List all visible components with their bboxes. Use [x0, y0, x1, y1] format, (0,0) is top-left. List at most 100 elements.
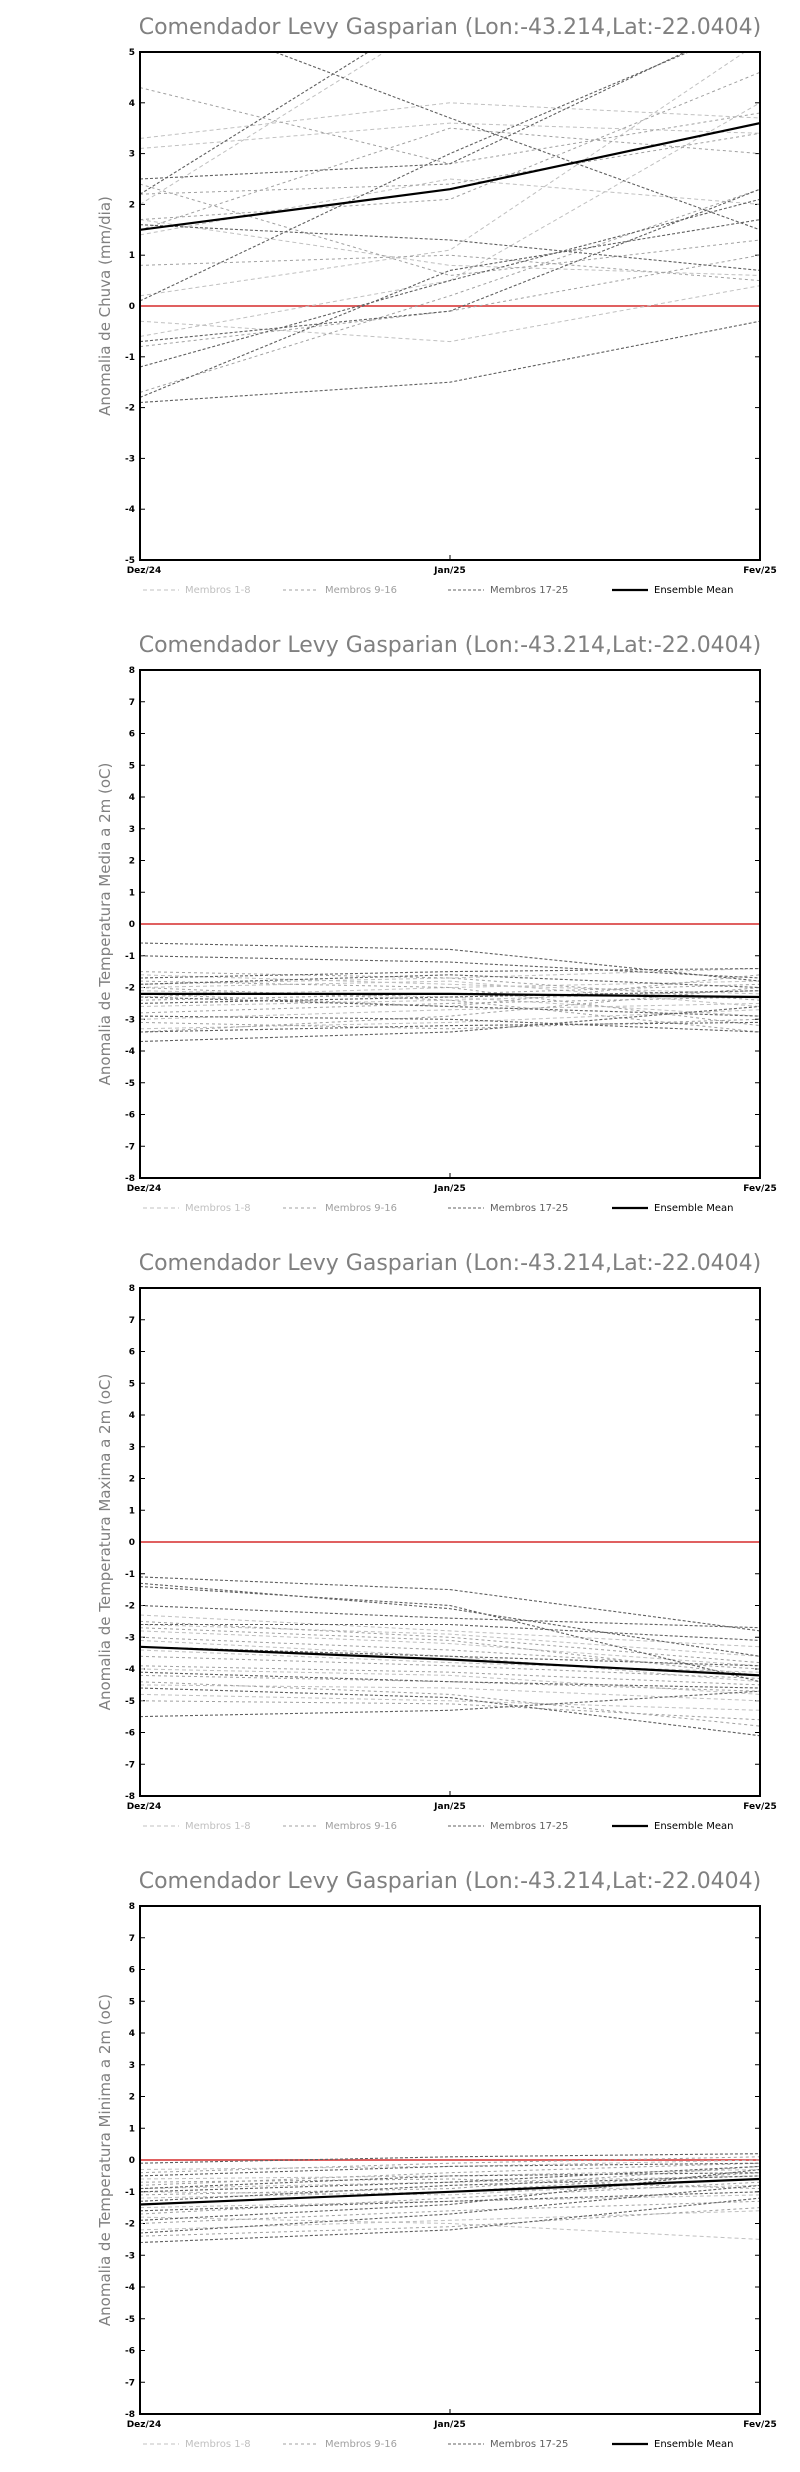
y-tick-label: 7: [129, 698, 135, 708]
y-tick-label: -1: [125, 353, 135, 363]
x-tick-label: Fev/25: [743, 1802, 777, 1812]
y-tick-label: -4: [125, 1665, 135, 1675]
member-series-line: [140, 2172, 760, 2190]
legend-label: Membros 1-8: [185, 585, 251, 596]
y-tick-label: 4: [129, 2029, 135, 2039]
chart-title: Comendador Levy Gasparian (Lon:-43.214,L…: [139, 1251, 762, 1276]
x-tick-label: Dez/24: [127, 566, 162, 576]
y-tick-label: 7: [129, 1934, 135, 1944]
y-tick-label: -6: [125, 2347, 135, 2357]
chart-panel: Comendador Levy Gasparian (Lon:-43.214,L…: [0, 618, 800, 1236]
member-series-line: [140, 1614, 760, 1648]
chart-panel: Comendador Levy Gasparian (Lon:-43.214,L…: [0, 1236, 800, 1854]
y-tick-label: 1: [129, 888, 135, 898]
y-tick-label: -5: [125, 2315, 135, 2325]
member-series-line: [140, 1018, 760, 1030]
member-series-line: [140, 968, 760, 985]
x-tick-label: Dez/24: [127, 1184, 162, 1194]
legend-label: Membros 17-25: [490, 585, 568, 596]
member-series-line: [140, 183, 760, 277]
legend-label: Membros 9-16: [325, 2439, 397, 2450]
member-series-line: [140, 87, 760, 165]
member-series-line: [140, 132, 760, 195]
member-series-line: [140, 974, 760, 989]
member-series-line: [140, 967, 760, 979]
y-tick-label: 1: [129, 1506, 135, 1516]
member-series-line: [140, 188, 760, 343]
y-tick-label: 8: [129, 1902, 135, 1912]
legend-label: Ensemble Mean: [654, 2439, 733, 2450]
y-tick-label: -6: [125, 1111, 135, 1121]
legend-label: Membros 1-8: [185, 2439, 251, 2450]
y-tick-label: 6: [129, 1966, 135, 1976]
y-tick-label: 3: [129, 825, 135, 835]
member-series-line: [140, 71, 760, 221]
y-tick-label: -3: [125, 2251, 135, 2261]
member-series-line: [140, 1021, 760, 1033]
x-tick-label: Fev/25: [743, 566, 777, 576]
member-series-line: [140, 996, 760, 1017]
chart-panel: Comendador Levy Gasparian (Lon:-43.214,L…: [0, 1854, 800, 2472]
x-tick-label: Jan/25: [433, 1802, 466, 1812]
member-series-line: [140, 52, 746, 297]
member-series-line: [140, 1604, 760, 1629]
member-series-line: [140, 127, 760, 231]
y-tick-label: -5: [125, 1697, 135, 1707]
member-series-line: [140, 2184, 760, 2234]
y-axis-label: Anomalia de Temperatura Maxima a 2m (oC): [96, 1374, 114, 1711]
member-series-line: [140, 2165, 760, 2193]
member-series-line: [140, 2162, 760, 2186]
y-tick-label: -3: [125, 1015, 135, 1025]
member-series-line: [140, 1674, 760, 1692]
y-tick-label: -7: [125, 1142, 135, 1152]
legend-label: Membros 17-25: [490, 1821, 568, 1832]
member-series-line: [140, 980, 760, 1007]
y-tick-label: -2: [125, 404, 135, 414]
legend-label: Ensemble Mean: [654, 1203, 733, 1214]
series-group: [140, 1576, 760, 1737]
legend-label: Membros 9-16: [325, 1203, 397, 1214]
member-series-line: [140, 980, 760, 998]
member-series-line: [140, 2210, 760, 2231]
y-axis-label: Anomalia de Temperatura Minima a 2m (oC): [96, 1994, 114, 2326]
y-tick-label: 6: [129, 730, 135, 740]
y-tick-label: -8: [125, 1174, 135, 1184]
series-group: [140, 942, 760, 1043]
y-tick-label: 5: [129, 761, 135, 771]
y-tick-label: -8: [125, 1792, 135, 1802]
y-tick-label: -1: [125, 2188, 135, 2198]
member-series-line: [140, 1015, 760, 1033]
y-tick-label: -2: [125, 2220, 135, 2230]
y-tick-label: 4: [129, 99, 135, 109]
ensemble-mean-line: [140, 992, 760, 999]
legend-label: Membros 17-25: [490, 2439, 568, 2450]
member-series-line: [140, 1700, 760, 1721]
member-series-line: [140, 987, 760, 1033]
series-group: [140, 2153, 760, 2244]
y-tick-label: -7: [125, 2378, 135, 2388]
y-tick-label: -2: [125, 1602, 135, 1612]
member-series-line: [140, 1687, 760, 1737]
y-tick-label: -4: [125, 1047, 135, 1057]
legend-label: Ensemble Mean: [654, 1821, 733, 1832]
ensemble-mean-line: [140, 2177, 760, 2206]
y-tick-label: 3: [129, 2061, 135, 2071]
member-series-line: [140, 1005, 760, 1043]
member-series-line: [140, 2168, 760, 2221]
member-series-line: [140, 122, 760, 149]
member-series-line: [140, 2178, 760, 2196]
y-tick-label: -8: [125, 2410, 135, 2420]
y-tick-label: 5: [129, 1379, 135, 1389]
series-group: [140, 52, 760, 404]
member-series-line: [140, 1576, 760, 1632]
y-tick-label: -1: [125, 952, 135, 962]
member-series-line: [140, 254, 760, 282]
y-tick-label: 4: [129, 1411, 135, 1421]
member-series-line: [140, 102, 760, 337]
ensemble-mean-line: [140, 1645, 760, 1677]
member-series-line: [140, 2156, 760, 2174]
member-series-line: [140, 254, 760, 348]
x-tick-label: Jan/25: [433, 2420, 466, 2430]
member-series-line: [140, 1665, 760, 1686]
member-series-line: [273, 52, 760, 231]
